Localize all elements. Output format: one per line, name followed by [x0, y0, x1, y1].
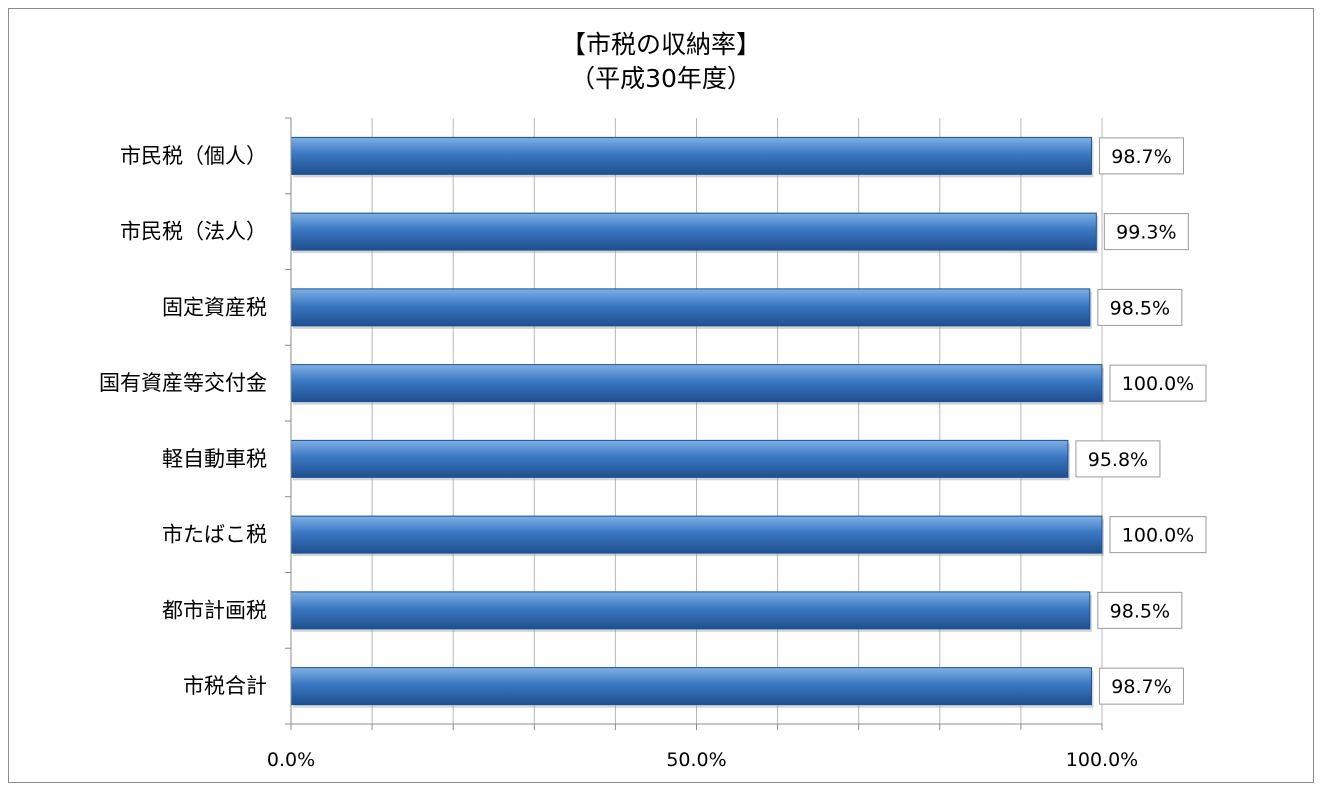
data-label-box [1097, 591, 1183, 629]
category-label: 市民税（個人） [120, 144, 267, 168]
category-label: 国有資産等交付金 [99, 371, 267, 395]
bar [290, 212, 1097, 251]
data-label-box [1075, 440, 1161, 478]
x-tick-label: 50.0% [666, 749, 726, 771]
bar [290, 515, 1103, 554]
grid-layer [371, 118, 1103, 724]
data-label: 100.0% [1122, 525, 1194, 547]
data-label: 95.8% [1088, 449, 1148, 471]
bar [290, 667, 1092, 706]
bar-layer [290, 136, 1104, 708]
data-label-box [1097, 288, 1183, 326]
bar [290, 288, 1091, 327]
chart-title: 【市税の収納率】 （平成30年度） [560, 30, 761, 93]
category-label: 軽自動車税 [162, 447, 267, 471]
category-label: 固定資産税 [162, 295, 267, 319]
data-label-box [1109, 364, 1207, 402]
x-tick-label: 100.0% [1066, 749, 1138, 771]
data-label: 98.7% [1111, 146, 1171, 168]
bar [290, 591, 1091, 630]
category-label: 市税合計 [183, 674, 267, 698]
data-label: 99.3% [1116, 222, 1176, 244]
label-layer: 市民税（個人） 98.7% 市民税（法人） 99.3% 固定資産税 98.5% 国有資産等交… [99, 137, 1207, 705]
data-label: 98.5% [1110, 600, 1170, 622]
axis-layer: 0.0% 50.0% 100.0% [267, 117, 1138, 771]
x-tick-label: 0.0% [267, 749, 315, 771]
category-label: 市民税（法人） [120, 220, 267, 244]
bar [290, 136, 1092, 175]
data-label-box [1098, 137, 1184, 175]
bar [290, 439, 1069, 478]
data-label: 98.5% [1110, 297, 1170, 319]
data-label: 100.0% [1122, 373, 1194, 395]
category-label: 市たばこ税 [162, 523, 267, 547]
category-label: 都市計画税 [162, 598, 267, 622]
data-label: 98.7% [1111, 676, 1171, 698]
data-label-box [1098, 667, 1184, 705]
bar [290, 364, 1103, 403]
data-label-box [1103, 213, 1189, 251]
data-label-box [1109, 516, 1207, 554]
